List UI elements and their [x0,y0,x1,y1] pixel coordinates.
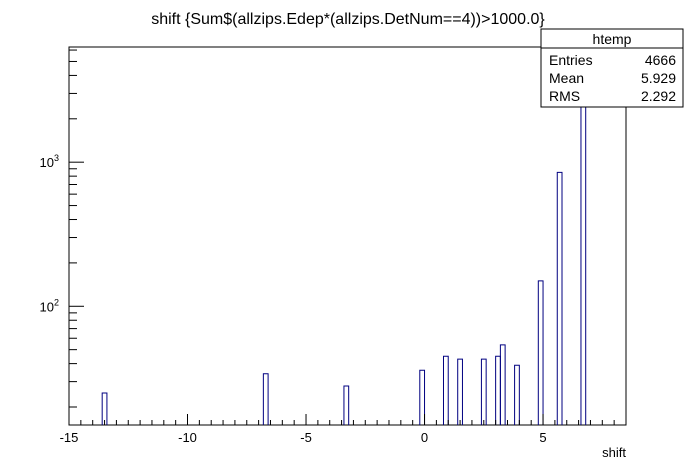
histogram-bar-7 [495,355,501,425]
histogram-bar-12 [580,83,587,425]
chart-title: shift {Sum$(allzips.Edep*(allzips.DetNum… [151,11,545,28]
plot-frame [68,46,627,426]
stats-box-frame [540,28,684,108]
histogram-bars [101,83,587,425]
histogram-bar-11 [556,171,563,425]
x-tick-label: -15 [60,430,79,445]
x-tick-label: 5 [539,430,546,445]
histogram-bar-9 [514,364,520,425]
histogram-bar-0 [101,392,108,425]
stats-mean-label: Mean [549,70,584,86]
stats-rms-value: 2.292 [641,88,676,104]
x-tick-label: -5 [300,430,312,445]
histogram-bar-5 [457,358,463,425]
stats-entries-label: Entries [549,52,593,68]
histogram-bar-10 [537,280,544,425]
stats-box: htemp Entries 4666 Mean 5.929 RMS 2.292 [540,28,684,108]
stats-box-name: htemp [593,31,632,47]
histogram-bar-3 [419,369,426,425]
x-tick-label: 0 [421,430,428,445]
stats-mean-value: 5.929 [641,70,676,86]
x-axis-label: shift [602,445,626,460]
y-tick-label: 102 [40,297,59,314]
stats-entries-value: 4666 [645,52,676,68]
histogram-bar-6 [480,358,487,425]
histogram-bar-2 [343,385,350,425]
histogram-bar-4 [442,355,449,425]
y-tick-label: 103 [40,153,59,170]
x-tick-label: -10 [178,430,197,445]
histogram-bar-1 [262,373,269,425]
x-axis: -15 -10 -5 0 5 [60,414,627,445]
y-axis: 102 103 [40,49,84,408]
stats-rms-label: RMS [549,88,580,104]
histogram-bar-8 [499,344,506,425]
